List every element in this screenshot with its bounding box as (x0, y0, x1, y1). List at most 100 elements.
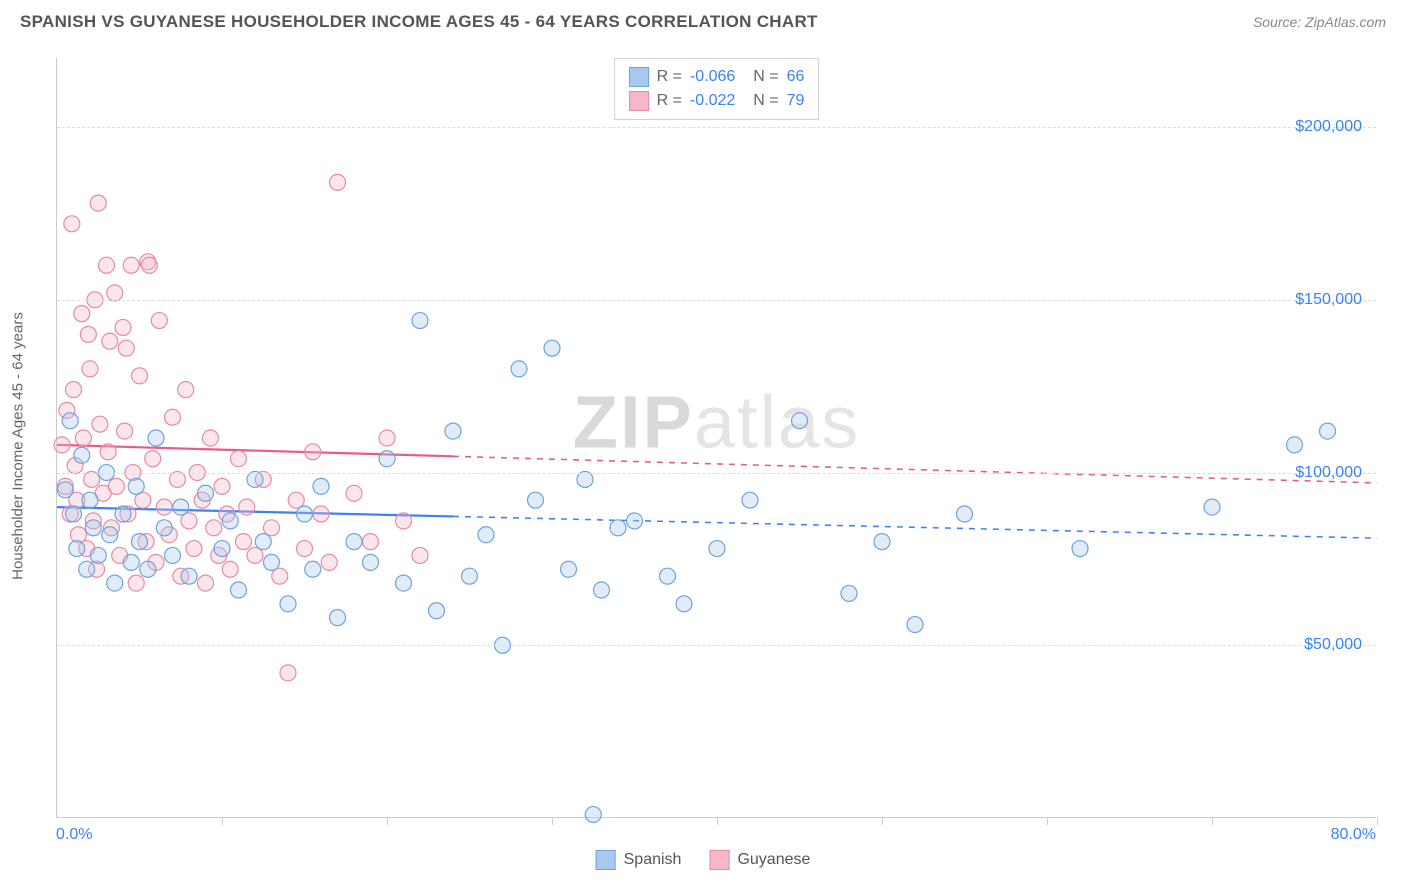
data-point (102, 527, 118, 543)
data-point (186, 541, 202, 557)
data-point (610, 520, 626, 536)
data-point (346, 485, 362, 501)
data-point (709, 541, 725, 557)
stats-r-value: -0.022 (690, 89, 735, 113)
data-point (202, 430, 218, 446)
data-point (132, 534, 148, 550)
stats-n-label: N = (753, 89, 778, 113)
data-point (742, 492, 758, 508)
data-point (330, 174, 346, 190)
stats-n-value: 66 (787, 65, 805, 89)
data-point (181, 568, 197, 584)
data-point (66, 382, 82, 398)
data-point (173, 499, 189, 515)
data-point (330, 610, 346, 626)
data-point (235, 534, 251, 550)
data-point (412, 547, 428, 563)
data-point (478, 527, 494, 543)
data-point (231, 451, 247, 467)
y-tick-label: $200,000 (1295, 118, 1362, 136)
data-point (169, 471, 185, 487)
y-tick-label: $50,000 (1304, 636, 1362, 654)
data-point (151, 313, 167, 329)
data-point (123, 257, 139, 273)
data-point (214, 541, 230, 557)
data-point (99, 257, 115, 273)
data-point (585, 807, 601, 823)
data-point (132, 368, 148, 384)
data-point (75, 430, 91, 446)
gridline (57, 473, 1376, 474)
data-point (544, 340, 560, 356)
data-point (54, 437, 70, 453)
series-legend: SpanishGuyanese (596, 850, 811, 870)
data-point (528, 492, 544, 508)
data-point (676, 596, 692, 612)
data-point (140, 561, 156, 577)
legend-swatch (596, 850, 616, 870)
data-point (107, 285, 123, 301)
data-point (181, 513, 197, 529)
data-point (66, 506, 82, 522)
data-point (90, 195, 106, 211)
data-point (84, 471, 100, 487)
x-range-min-label: 0.0% (56, 826, 92, 844)
data-point (264, 520, 280, 536)
legend-label: Spanish (624, 851, 682, 869)
data-point (561, 561, 577, 577)
data-point (957, 506, 973, 522)
data-point (363, 554, 379, 570)
data-point (660, 568, 676, 584)
data-point (429, 603, 445, 619)
data-point (412, 313, 428, 329)
data-point (272, 568, 288, 584)
x-tick (1212, 817, 1213, 825)
data-point (297, 541, 313, 557)
data-point (100, 444, 116, 460)
data-point (264, 554, 280, 570)
y-tick-label: $100,000 (1295, 464, 1362, 482)
stats-row: R =-0.066N =66 (629, 65, 805, 89)
data-point (115, 319, 131, 335)
data-point (1320, 423, 1336, 439)
chart-title: SPANISH VS GUYANESE HOUSEHOLDER INCOME A… (20, 12, 818, 32)
data-point (1287, 437, 1303, 453)
data-point (288, 492, 304, 508)
data-point (92, 416, 108, 432)
data-point (313, 478, 329, 494)
data-point (62, 413, 78, 429)
data-point (577, 471, 593, 487)
stats-n-label: N = (753, 65, 778, 89)
legend-swatch (709, 850, 729, 870)
source-label: Source: ZipAtlas.com (1253, 14, 1386, 30)
data-point (313, 506, 329, 522)
data-point (396, 513, 412, 529)
data-point (107, 575, 123, 591)
data-point (297, 506, 313, 522)
gridline (57, 645, 1376, 646)
data-point (74, 306, 90, 322)
x-tick (882, 817, 883, 825)
gridline (57, 300, 1376, 301)
data-point (85, 520, 101, 536)
data-point (115, 506, 131, 522)
data-point (305, 444, 321, 460)
stats-legend: R =-0.066N =66R =-0.022N =79 (614, 58, 820, 120)
scatter-svg (57, 58, 1376, 817)
data-point (214, 478, 230, 494)
data-point (462, 568, 478, 584)
x-tick (222, 817, 223, 825)
stats-r-label: R = (657, 89, 682, 113)
y-tick-label: $150,000 (1295, 291, 1362, 309)
data-point (305, 561, 321, 577)
data-point (280, 665, 296, 681)
data-point (627, 513, 643, 529)
data-point (102, 333, 118, 349)
data-point (222, 513, 238, 529)
data-point (82, 492, 98, 508)
data-point (379, 451, 395, 467)
data-point (74, 447, 90, 463)
data-point (280, 596, 296, 612)
data-point (198, 575, 214, 591)
data-point (165, 547, 181, 563)
